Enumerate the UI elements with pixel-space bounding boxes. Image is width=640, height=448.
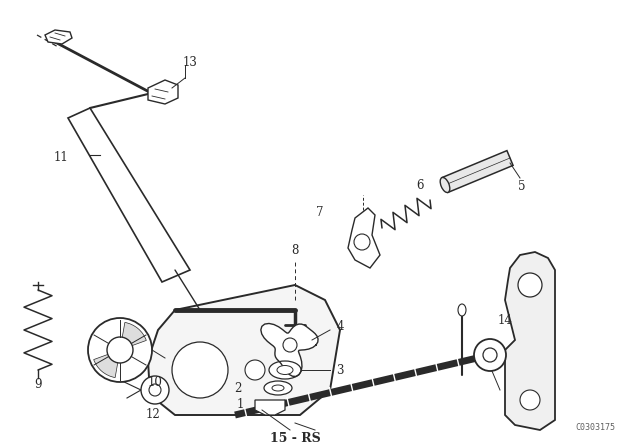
Circle shape — [149, 384, 161, 396]
Polygon shape — [442, 151, 513, 192]
Text: 15 - RS: 15 - RS — [269, 431, 321, 444]
Polygon shape — [348, 208, 380, 268]
Text: 7: 7 — [316, 206, 324, 219]
Circle shape — [474, 339, 506, 371]
Text: 6: 6 — [416, 178, 424, 191]
Circle shape — [483, 348, 497, 362]
Text: 8: 8 — [291, 244, 299, 257]
Text: 13: 13 — [182, 56, 197, 69]
Text: 3: 3 — [336, 363, 344, 376]
Circle shape — [107, 337, 133, 363]
Polygon shape — [148, 285, 340, 415]
Polygon shape — [68, 108, 190, 282]
Circle shape — [354, 234, 370, 250]
Circle shape — [172, 342, 228, 398]
Wedge shape — [120, 323, 147, 350]
Text: 14: 14 — [497, 314, 513, 327]
Circle shape — [141, 376, 169, 404]
Text: 4: 4 — [336, 320, 344, 333]
Circle shape — [283, 338, 297, 352]
Text: 9: 9 — [35, 379, 42, 392]
Polygon shape — [261, 323, 318, 376]
Ellipse shape — [269, 361, 301, 379]
Text: 10: 10 — [148, 375, 163, 388]
Circle shape — [88, 318, 152, 382]
Circle shape — [245, 360, 265, 380]
Text: C0303175: C0303175 — [575, 423, 615, 432]
Wedge shape — [93, 350, 120, 378]
Polygon shape — [45, 30, 72, 44]
Ellipse shape — [440, 177, 450, 193]
Text: 1: 1 — [236, 399, 244, 412]
Text: 5: 5 — [518, 180, 525, 193]
Circle shape — [520, 390, 540, 410]
Polygon shape — [255, 400, 285, 415]
Text: 12: 12 — [146, 409, 161, 422]
Circle shape — [518, 273, 542, 297]
Text: 2: 2 — [234, 382, 242, 395]
Ellipse shape — [277, 366, 293, 375]
Ellipse shape — [272, 385, 284, 391]
Ellipse shape — [264, 381, 292, 395]
Text: 11: 11 — [53, 151, 68, 164]
Polygon shape — [505, 252, 555, 430]
Polygon shape — [148, 80, 178, 104]
Ellipse shape — [458, 304, 466, 316]
